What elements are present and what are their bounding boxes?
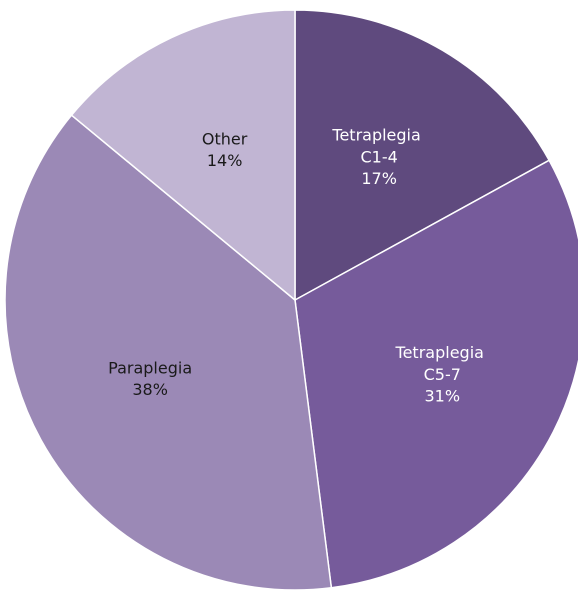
label-line: Tetraplegia xyxy=(395,343,490,362)
label-line: C1-4 xyxy=(360,147,397,166)
label-line: Paraplegia xyxy=(108,358,192,377)
value-label: 38% xyxy=(132,380,168,399)
slice-label: Tetraplegia C1-4 xyxy=(331,125,426,166)
value-label: 14% xyxy=(207,151,243,170)
pie-slice xyxy=(4,114,333,591)
label-line: Other xyxy=(202,129,248,148)
slice-label: Other xyxy=(202,129,248,148)
pie-slice xyxy=(294,159,578,589)
value-label: 17% xyxy=(361,169,397,188)
pie-slice xyxy=(294,9,551,302)
pie-slice xyxy=(70,9,296,302)
label-line: Tetraplegia xyxy=(331,125,426,144)
slice-label: Tetraplegia C5-7 xyxy=(395,343,490,384)
slice-label: Paraplegia xyxy=(108,358,192,377)
label-line: C5-7 xyxy=(424,365,461,384)
value-label: 31% xyxy=(425,387,461,406)
